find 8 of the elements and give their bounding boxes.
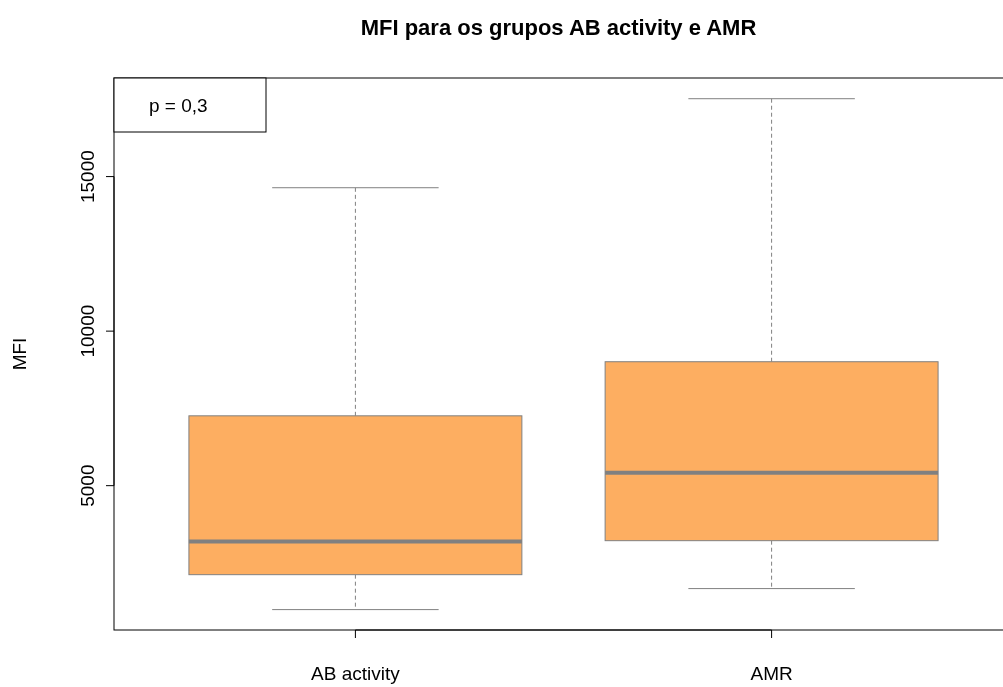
- annotation: p = 0,3: [149, 95, 208, 116]
- x-tick-label: AB activity: [311, 663, 401, 684]
- chart-title: MFI para os grupos AB activity e AMR: [360, 15, 757, 40]
- y-tick-label: 10000: [77, 304, 98, 358]
- x-tick-label: AMR: [750, 663, 793, 684]
- y-axis-title: MFI: [9, 337, 30, 371]
- y-tick-label: 15000: [77, 150, 98, 204]
- y-tick-label: 5000: [77, 464, 98, 507]
